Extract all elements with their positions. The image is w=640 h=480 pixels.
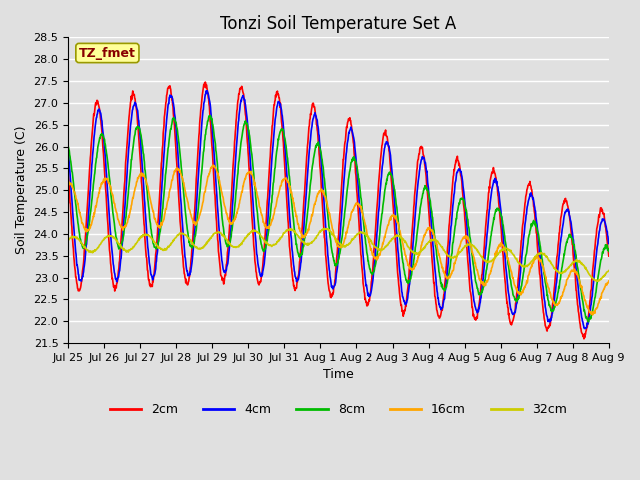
Line: 8cm: 8cm (68, 116, 609, 322)
16cm (184, 202, 192, 208)
X-axis label: Time: Time (323, 368, 354, 381)
16cm (172, 168, 179, 173)
32cm (422, 241, 430, 247)
2cm (580, 336, 588, 342)
2cm (605, 253, 612, 259)
16cm (605, 278, 612, 284)
8cm (172, 119, 179, 125)
2cm (541, 319, 548, 325)
2cm (493, 183, 501, 189)
16cm (541, 271, 548, 277)
8cm (605, 249, 612, 254)
16cm (245, 169, 253, 175)
8cm (493, 206, 501, 212)
4cm (172, 115, 179, 121)
2cm (245, 168, 253, 174)
2cm (422, 180, 430, 186)
16cm (493, 248, 501, 253)
8cm (64, 144, 72, 150)
Line: 16cm: 16cm (68, 165, 609, 315)
8cm (245, 132, 253, 137)
8cm (207, 113, 214, 119)
Line: 2cm: 2cm (68, 82, 609, 339)
16cm (64, 183, 72, 189)
4cm (541, 299, 548, 305)
Title: Tonzi Soil Temperature Set A: Tonzi Soil Temperature Set A (220, 15, 456, 33)
2cm (202, 79, 209, 85)
32cm (172, 235, 179, 241)
8cm (541, 276, 548, 282)
16cm (422, 227, 430, 233)
4cm (581, 326, 589, 332)
4cm (605, 240, 612, 246)
8cm (584, 319, 592, 325)
Line: 32cm: 32cm (68, 228, 609, 281)
4cm (493, 182, 501, 188)
32cm (541, 252, 548, 258)
16cm (209, 162, 217, 168)
4cm (245, 142, 253, 147)
Text: TZ_fmet: TZ_fmet (79, 47, 136, 60)
32cm (593, 278, 600, 284)
4cm (422, 169, 430, 175)
Y-axis label: Soil Temperature (C): Soil Temperature (C) (15, 126, 28, 254)
8cm (422, 185, 430, 191)
2cm (64, 166, 72, 171)
32cm (605, 268, 612, 274)
4cm (64, 145, 72, 151)
2cm (172, 135, 179, 141)
4cm (204, 88, 211, 94)
Line: 4cm: 4cm (68, 91, 609, 329)
Legend: 2cm, 4cm, 8cm, 16cm, 32cm: 2cm, 4cm, 8cm, 16cm, 32cm (105, 398, 572, 421)
4cm (184, 272, 192, 277)
32cm (64, 237, 72, 243)
32cm (245, 231, 253, 237)
2cm (184, 279, 192, 285)
8cm (184, 235, 192, 240)
32cm (493, 252, 501, 258)
32cm (184, 235, 192, 241)
16cm (589, 312, 596, 318)
32cm (321, 226, 328, 231)
